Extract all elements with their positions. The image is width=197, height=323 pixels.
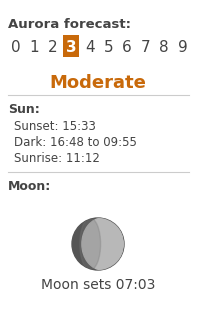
Text: 4: 4 — [85, 39, 95, 55]
Text: Sunrise: 11:12: Sunrise: 11:12 — [14, 152, 100, 165]
Ellipse shape — [82, 218, 124, 270]
Text: 8: 8 — [159, 39, 169, 55]
Text: Moderate: Moderate — [50, 74, 146, 92]
Text: 9: 9 — [178, 39, 187, 55]
Text: Moon sets 07:03: Moon sets 07:03 — [41, 278, 155, 292]
FancyBboxPatch shape — [63, 35, 80, 57]
Text: 0: 0 — [11, 39, 21, 55]
Ellipse shape — [80, 218, 101, 270]
Text: Aurora forecast:: Aurora forecast: — [8, 18, 131, 31]
Text: 1: 1 — [30, 39, 39, 55]
Text: 6: 6 — [122, 39, 132, 55]
Text: Sun:: Sun: — [8, 103, 40, 116]
Text: Dark: 16:48 to 09:55: Dark: 16:48 to 09:55 — [14, 136, 137, 149]
Text: 7: 7 — [141, 39, 150, 55]
Text: 2: 2 — [48, 39, 58, 55]
Text: Sunset: 15:33: Sunset: 15:33 — [14, 120, 96, 133]
Text: 3: 3 — [66, 39, 77, 55]
Text: Moon:: Moon: — [8, 180, 51, 193]
Circle shape — [72, 218, 124, 270]
Text: 5: 5 — [104, 39, 113, 55]
